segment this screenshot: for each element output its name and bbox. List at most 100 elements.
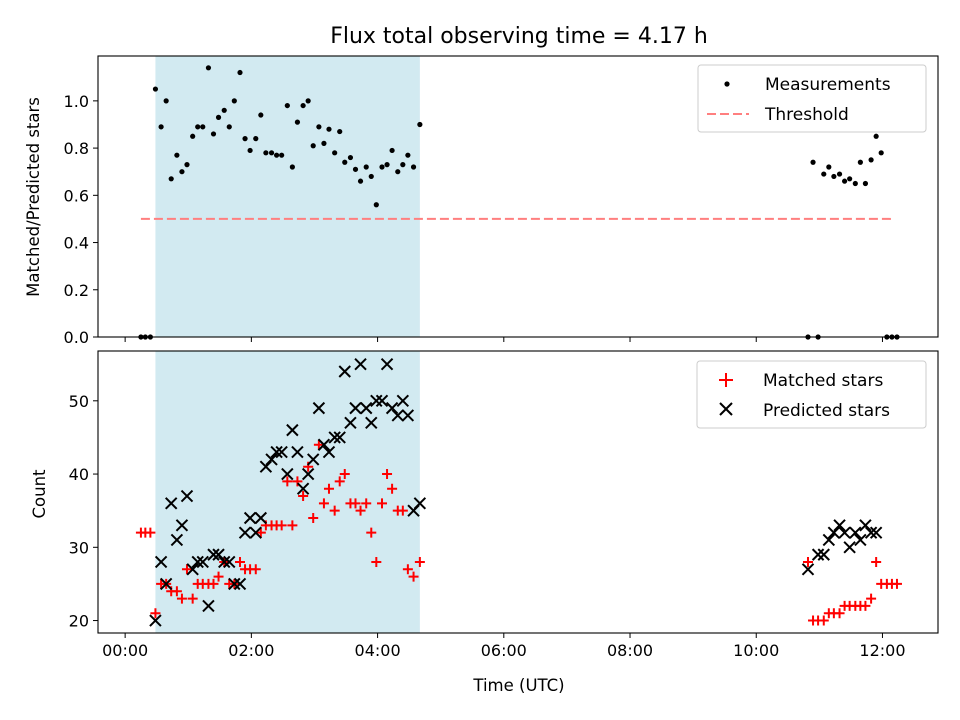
- matched-point: [308, 513, 319, 524]
- matched-point: [187, 593, 198, 604]
- axes: 0.0 0.2 0.4 0.6 0.8 1.0: [64, 92, 883, 347]
- legend-frame: [697, 64, 927, 133]
- predicted-point: [149, 614, 162, 627]
- measurement-point: [836, 171, 843, 177]
- measurement-point: [279, 152, 285, 158]
- measurement-point: [158, 124, 164, 130]
- matched-point: [818, 615, 829, 626]
- measurement-point: [352, 166, 359, 172]
- matched-point: [891, 578, 902, 589]
- measurement-point: [268, 150, 275, 156]
- predicted-point: [301, 467, 315, 481]
- predicted-point: [275, 445, 288, 459]
- predicted-point: [306, 453, 320, 466]
- measurement-point: [258, 112, 264, 118]
- x-tick-label: 08:00: [607, 641, 653, 660]
- measurement-point: [205, 65, 212, 71]
- measurement-point: [274, 152, 280, 158]
- predicted-point: [165, 497, 178, 510]
- predicted-point: [838, 526, 851, 539]
- matched-point: [213, 571, 224, 582]
- predicted-point: [375, 394, 389, 408]
- measurement-point: [184, 162, 190, 168]
- matched-point: [414, 556, 425, 567]
- matched-point: [145, 527, 156, 538]
- predicted-point: [154, 555, 168, 569]
- matched-point: [397, 505, 408, 516]
- legend-label-predicted: Predicted stars: [763, 401, 890, 421]
- measurement-point: [405, 152, 411, 158]
- measurement-point: [826, 164, 832, 170]
- matched-point: [181, 564, 192, 575]
- legend-label-matched: Matched stars: [763, 371, 883, 391]
- predicted-point: [249, 526, 262, 539]
- shaded-span: [155, 351, 420, 633]
- predicted-point: [365, 416, 378, 429]
- measurement-point: [373, 202, 379, 208]
- measurement-point: [300, 102, 306, 109]
- y-tick-label: 40: [69, 465, 89, 484]
- matched-point: [176, 593, 187, 604]
- measurement-point: [389, 147, 395, 154]
- measurement-point: [289, 164, 295, 170]
- measurement-point: [847, 176, 853, 182]
- x-axis-label: Time (UTC): [472, 676, 564, 695]
- measurement-point: [357, 178, 364, 184]
- x-tick-label: 12:00: [859, 641, 905, 660]
- predicted-point: [233, 577, 247, 591]
- predicted-point: [296, 482, 310, 495]
- matched-point: [376, 498, 387, 509]
- matched-point: [282, 476, 293, 487]
- matched-point: [313, 439, 324, 450]
- matched-point: [276, 520, 287, 531]
- predicted-point: [322, 445, 336, 459]
- measurement-point: [332, 150, 338, 156]
- matched-point: [866, 593, 877, 604]
- matched-point: [802, 556, 813, 567]
- measurement-point: [395, 169, 401, 175]
- matched-point: [834, 608, 845, 619]
- measurement-point: [379, 164, 385, 170]
- predicted-point: [317, 438, 331, 451]
- measurement-point: [231, 98, 237, 104]
- matched-point: [329, 505, 340, 516]
- axes: 20 30 40 50 00:00 02:00 04:00 06:00 08:00 10:00 12…: [69, 392, 906, 660]
- matched-point: [871, 556, 882, 567]
- predicted-point: [218, 555, 231, 569]
- predicted-point: [238, 526, 252, 539]
- y-tick-label: 20: [69, 612, 89, 631]
- measurement-point: [321, 140, 327, 146]
- predicted-point: [827, 526, 841, 539]
- matched-point: [408, 571, 419, 582]
- measurement-point: [310, 143, 316, 149]
- legend-label-measurements: Measurements: [765, 75, 891, 95]
- predicted-point: [254, 511, 268, 525]
- measurement-point: [857, 159, 863, 165]
- legend-marker-predicted: [719, 402, 733, 416]
- predicted-point: [281, 467, 294, 481]
- predicted-point: [212, 548, 225, 561]
- measurement-point: [342, 159, 348, 165]
- y-tick-label: 0.2: [64, 281, 89, 300]
- predicted-point: [349, 401, 362, 415]
- y-tick-label: 1.0: [64, 92, 89, 111]
- y-tick-label: 0.0: [64, 328, 89, 347]
- predicted-point: [854, 533, 867, 547]
- measurement-point: [242, 136, 248, 142]
- matched-point: [323, 483, 334, 494]
- matched-point: [318, 498, 329, 509]
- predicted-point: [291, 445, 304, 459]
- predicted-point: [833, 519, 846, 532]
- predicted-point: [380, 357, 394, 371]
- count-points: [135, 357, 902, 627]
- matched-point: [171, 586, 182, 597]
- measurement-point: [221, 107, 227, 113]
- predicted-point: [286, 423, 299, 437]
- predicted-point: [202, 599, 215, 613]
- predicted-point: [360, 401, 373, 415]
- measurement-point: [316, 124, 322, 130]
- measurement-point: [821, 171, 827, 177]
- measurement-point: [305, 98, 311, 104]
- shaded-span: [155, 56, 420, 337]
- measurement-point: [831, 173, 837, 180]
